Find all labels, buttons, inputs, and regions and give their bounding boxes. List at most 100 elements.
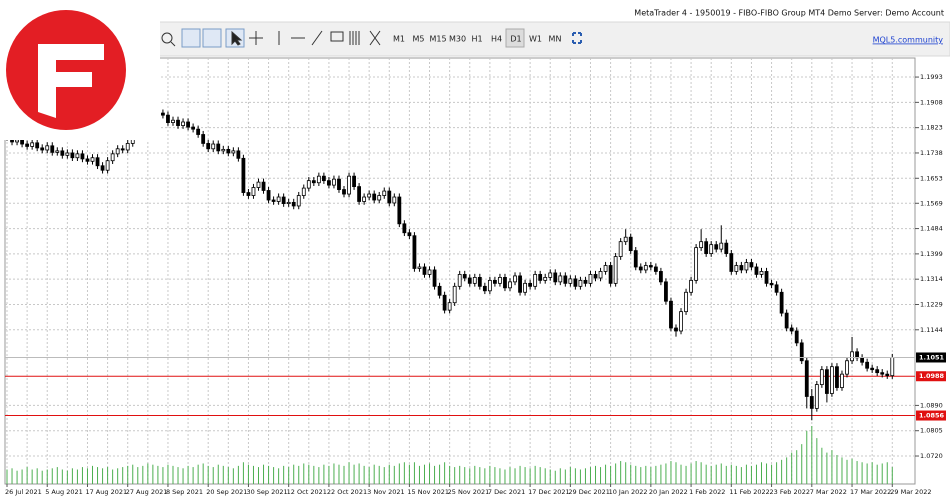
- candle-body: [281, 196, 286, 204]
- volume-bar: [11, 468, 13, 484]
- candle-body: [342, 189, 346, 195]
- candle-body: [784, 312, 789, 329]
- timeframe-button[interactable]: MN: [549, 35, 562, 44]
- candle-body: [477, 277, 482, 287]
- volume-bar: [288, 467, 290, 484]
- timeframe-button[interactable]: M1: [393, 35, 405, 44]
- candle-body: [875, 369, 880, 374]
- volume-bar: [212, 467, 214, 484]
- volume-bar: [600, 467, 602, 484]
- candle-body: [809, 396, 814, 409]
- candle-body: [65, 152, 70, 156]
- plot: [5, 58, 915, 484]
- volume-bar: [172, 465, 174, 484]
- x-tick-label: 1 Feb 2022: [689, 488, 725, 496]
- volume-bar: [625, 462, 627, 484]
- volume-bar: [97, 467, 99, 484]
- volume-bar: [620, 461, 622, 484]
- timeframe-button[interactable]: M15: [429, 35, 446, 44]
- timeframe-button[interactable]: W1: [529, 35, 542, 44]
- chart-shift-button[interactable]: [202, 28, 222, 48]
- timeframe-button[interactable]: H1: [471, 35, 482, 44]
- x-tick-label: 26 Jul 2021: [5, 488, 42, 496]
- zoom-button[interactable]: [161, 32, 173, 44]
- candle-body: [493, 279, 497, 284]
- candle-body: [558, 275, 563, 283]
- fibo-button[interactable]: [349, 31, 360, 45]
- trendline-button[interactable]: [311, 30, 323, 46]
- last-price-label: 1.1051: [919, 353, 945, 361]
- candle-body: [819, 369, 824, 385]
- volume-bar: [821, 447, 823, 484]
- text-button[interactable]: [330, 31, 344, 42]
- volume-bar: [589, 467, 591, 484]
- candle-body: [40, 147, 45, 151]
- candle-body: [306, 180, 311, 189]
- candle-body: [669, 300, 673, 329]
- volume-bar: [645, 465, 647, 484]
- y-tick-label: 1.1569: [920, 199, 943, 207]
- timeframe-button[interactable]: D1: [510, 35, 521, 44]
- x-tick-label: 29 Dec 2021: [568, 488, 610, 496]
- candle-body: [573, 278, 578, 287]
- timeframe-button[interactable]: M30: [449, 35, 466, 44]
- candle-body: [578, 279, 583, 287]
- candle-body: [25, 143, 30, 147]
- volume-bar: [41, 470, 43, 484]
- volume-bar: [227, 467, 229, 484]
- volume-bar: [242, 462, 244, 484]
- timeframe-button[interactable]: H4: [491, 35, 502, 44]
- volume-bar: [650, 467, 652, 484]
- volume-bar: [881, 463, 883, 484]
- volume-bar: [806, 430, 808, 484]
- volume-bar: [222, 465, 224, 484]
- candle-body: [583, 279, 588, 284]
- x-tick-label: 15 Nov 2021: [407, 488, 449, 496]
- volume-bar: [293, 464, 295, 484]
- volume-bar: [836, 455, 838, 484]
- volume-bar: [207, 465, 209, 484]
- volume-bar: [142, 465, 144, 484]
- volume-bar: [162, 467, 164, 484]
- volume-bar: [786, 457, 788, 484]
- candle-body: [623, 236, 628, 243]
- volume-bar: [313, 465, 315, 484]
- candle-body: [45, 145, 50, 151]
- window-title: MetaTrader 4 - 1950019 - FIBO-FIBO Group…: [634, 9, 944, 18]
- candle-body: [734, 265, 739, 272]
- volume-bar: [137, 467, 139, 484]
- volume-bar: [569, 467, 571, 484]
- volume-bar: [640, 467, 642, 484]
- volume-bar: [112, 469, 114, 484]
- y-tick-label: 1.1314: [920, 275, 943, 283]
- zoom-handle: [170, 41, 176, 47]
- community-link[interactable]: MQL5.community: [873, 36, 944, 45]
- candle-body: [166, 114, 170, 123]
- candle-body: [236, 150, 241, 159]
- volume-bar: [474, 465, 476, 484]
- fullscreen-button[interactable]: [572, 32, 582, 44]
- candle-body: [95, 157, 100, 167]
- volume-bar: [328, 465, 330, 484]
- volume-bar: [851, 458, 853, 484]
- volume-bar: [564, 469, 566, 484]
- candle-body: [508, 281, 512, 289]
- candle-body: [855, 351, 859, 359]
- volume-bar: [519, 465, 521, 484]
- volume-bar: [846, 459, 848, 484]
- autoscroll-button[interactable]: [181, 28, 201, 48]
- timeframe-button[interactable]: M5: [413, 35, 425, 44]
- volume-bar: [56, 467, 58, 484]
- volume-bar: [730, 464, 732, 484]
- candle-body: [15, 139, 19, 143]
- gann-button[interactable]: [369, 30, 381, 46]
- candle-body: [442, 294, 447, 311]
- volume-bar: [132, 464, 134, 484]
- volume-bar: [192, 467, 194, 484]
- candle-body: [824, 369, 829, 394]
- candle-body: [724, 242, 729, 254]
- candle-body: [407, 232, 412, 237]
- candle-body: [633, 250, 638, 268]
- candle-body: [412, 235, 417, 269]
